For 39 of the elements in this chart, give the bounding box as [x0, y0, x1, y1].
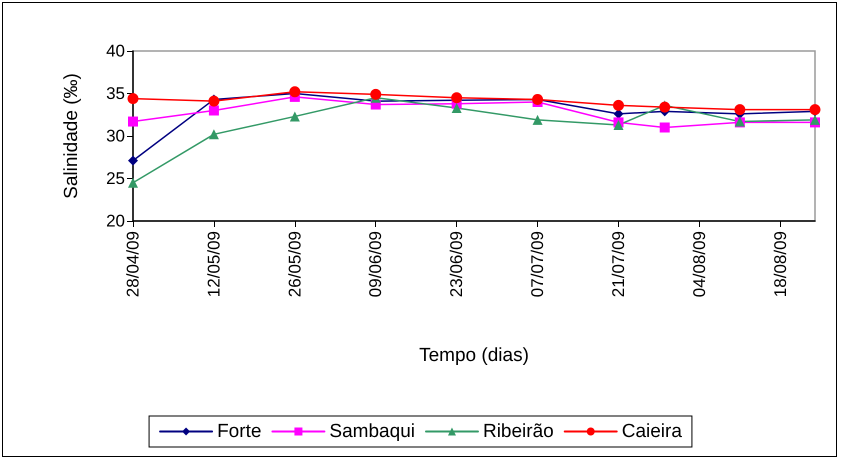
point	[290, 111, 300, 122]
x-tick-label: 26/05/09	[285, 231, 304, 298]
point	[208, 96, 220, 107]
y-axis-title: Salinidade (‰)	[61, 73, 82, 199]
point	[128, 178, 138, 188]
y-tick-label: 40	[106, 42, 125, 60]
point	[289, 86, 300, 98]
point	[208, 106, 219, 116]
point	[451, 92, 462, 104]
point	[128, 93, 138, 104]
point	[613, 100, 624, 111]
legend-label: Caieira	[622, 421, 682, 442]
x-tick-label: 12/05/09	[204, 231, 224, 298]
x-tick-label: 21/07/09	[608, 231, 628, 298]
x-tick-label: 09/06/09	[366, 231, 386, 298]
x-tick-label: 18/08/09	[770, 231, 790, 298]
x-tick-label: 28/04/09	[124, 231, 142, 298]
point	[613, 120, 624, 130]
point	[532, 114, 543, 125]
x-tick-label: 23/06/09	[447, 231, 466, 298]
point	[660, 122, 670, 132]
point	[810, 114, 820, 125]
x-tick-label: 04/08/09	[690, 231, 709, 298]
y-tick-label: 35	[106, 84, 125, 103]
legend-label: Ribeirão	[482, 421, 554, 442]
y-tick-label: 25	[106, 169, 125, 188]
y-tick-label: 20	[106, 212, 125, 230]
x-tick-label: 07/07/09	[528, 231, 548, 298]
point	[452, 102, 462, 113]
x-axis-title: Tempo (dias)	[419, 345, 529, 366]
point	[734, 104, 746, 116]
legend-label: Forte	[217, 421, 262, 442]
legend-label: Sambaqui	[329, 421, 415, 442]
point	[128, 116, 138, 127]
point	[370, 88, 382, 100]
y-tick-label: 30	[106, 126, 125, 146]
point	[128, 156, 138, 166]
point	[659, 102, 670, 113]
point	[208, 129, 219, 140]
